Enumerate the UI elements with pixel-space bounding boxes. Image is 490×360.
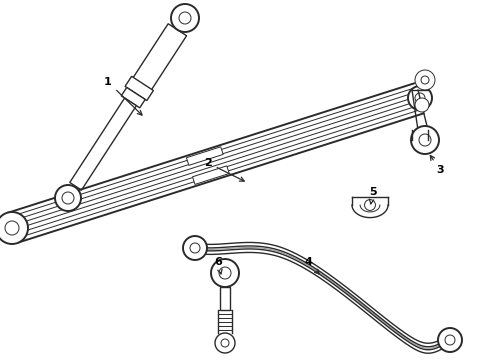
Text: 3: 3 xyxy=(430,156,444,175)
Text: 6: 6 xyxy=(214,257,222,274)
Circle shape xyxy=(211,259,239,287)
Polygon shape xyxy=(70,98,136,190)
Polygon shape xyxy=(186,147,223,165)
Polygon shape xyxy=(125,76,153,100)
Circle shape xyxy=(415,98,429,112)
Circle shape xyxy=(438,328,462,352)
Polygon shape xyxy=(352,205,388,217)
Circle shape xyxy=(55,185,81,211)
Circle shape xyxy=(215,333,235,353)
Text: 1: 1 xyxy=(104,77,142,115)
Circle shape xyxy=(0,212,28,244)
Polygon shape xyxy=(132,24,187,91)
Circle shape xyxy=(411,126,439,154)
Circle shape xyxy=(171,4,199,32)
Circle shape xyxy=(415,70,435,90)
Text: 2: 2 xyxy=(204,158,245,181)
Polygon shape xyxy=(220,287,230,310)
Polygon shape xyxy=(122,87,145,108)
Text: 4: 4 xyxy=(304,257,319,274)
Text: 5: 5 xyxy=(369,187,377,204)
Circle shape xyxy=(183,236,207,260)
Circle shape xyxy=(408,86,432,110)
Polygon shape xyxy=(193,166,229,184)
